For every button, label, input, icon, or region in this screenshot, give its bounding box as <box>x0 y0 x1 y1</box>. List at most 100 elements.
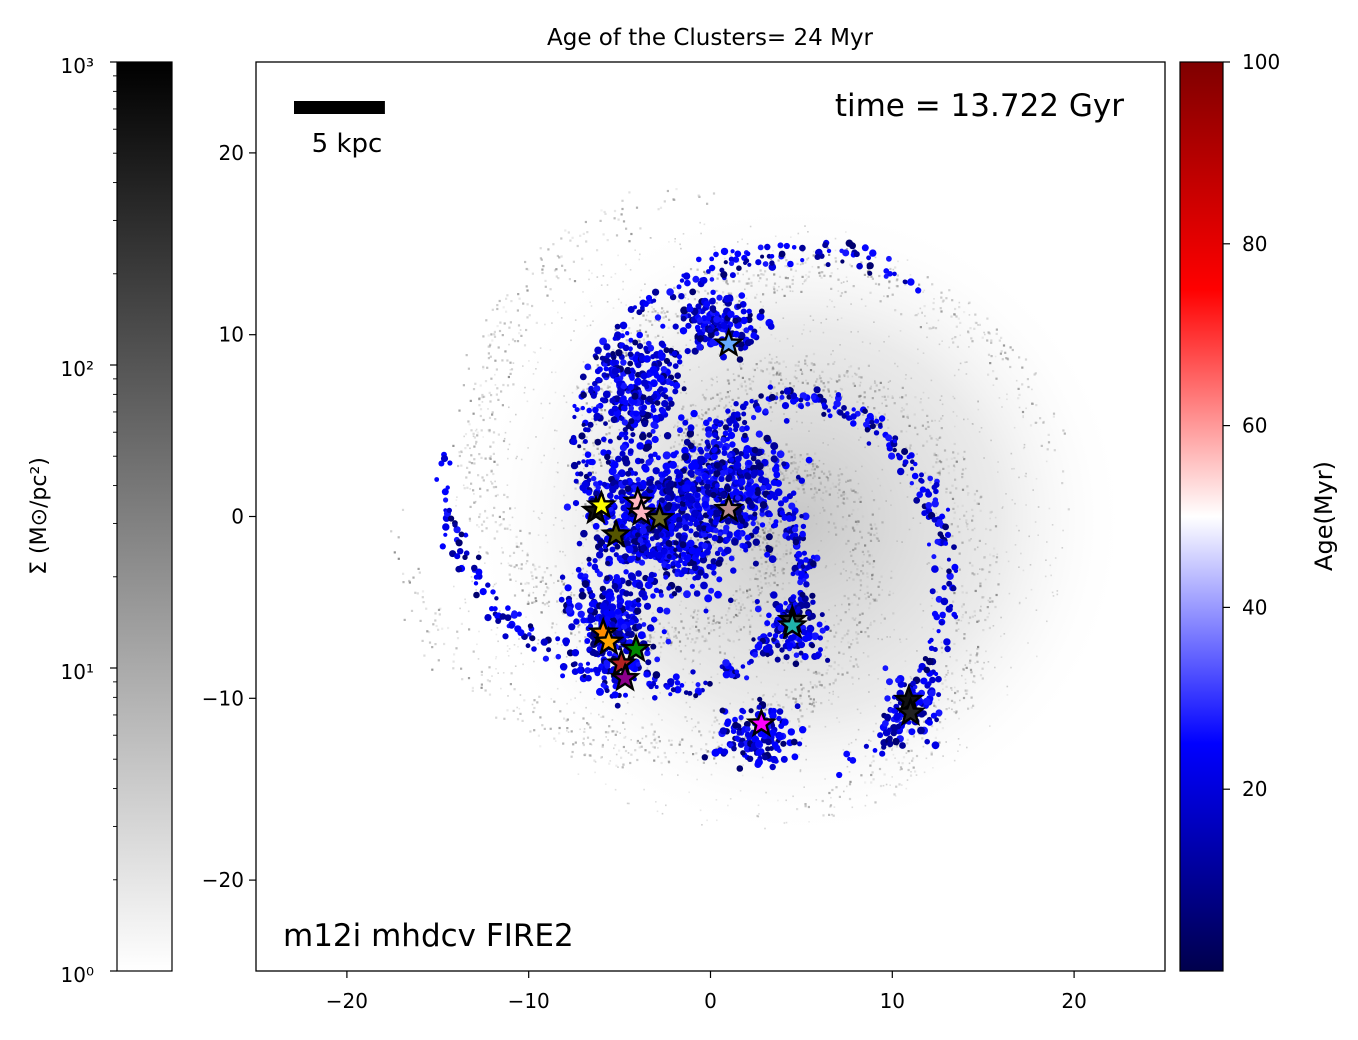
gas-particle <box>829 377 832 379</box>
gas-particle <box>984 543 987 545</box>
gas-particle <box>653 759 656 762</box>
gas-particle <box>739 585 742 588</box>
gas-particle <box>630 753 633 756</box>
gas-particle <box>471 689 474 692</box>
gas-particle <box>801 275 804 278</box>
gas-particle <box>715 302 718 305</box>
gas-particle <box>575 387 578 391</box>
gas-particle <box>697 194 700 197</box>
gas-particle <box>600 716 602 718</box>
gas-particle <box>932 465 935 468</box>
gas-particle <box>728 415 731 418</box>
gas-particle <box>489 343 492 346</box>
gas-particle <box>856 633 859 636</box>
gas-particle <box>869 623 872 626</box>
gas-particle <box>733 599 736 602</box>
gas-particle <box>698 454 701 457</box>
gas-particle <box>874 416 877 419</box>
gas-particle <box>844 492 847 495</box>
gas-particle <box>1022 447 1025 450</box>
gas-particle <box>507 562 510 565</box>
gas-particle <box>871 277 874 280</box>
gas-particle <box>809 683 812 685</box>
gas-particle <box>981 336 984 339</box>
gas-particle <box>694 640 697 644</box>
gas-particle <box>983 556 986 559</box>
gas-particle <box>472 412 475 415</box>
gas-particle <box>871 573 874 576</box>
gas-particle <box>549 288 552 291</box>
gas-particle <box>600 413 603 416</box>
gas-particle <box>1036 421 1039 424</box>
gas-particle <box>987 373 990 376</box>
gas-particle <box>705 639 708 642</box>
gas-particle <box>686 311 689 314</box>
gas-particle <box>715 405 718 408</box>
gas-particle <box>874 390 877 393</box>
gas-particle <box>958 531 961 534</box>
gas-particle <box>827 381 830 384</box>
gas-particle <box>989 564 992 567</box>
gas-particle <box>850 303 852 305</box>
gas-particle <box>955 460 958 463</box>
gas-particle <box>641 726 644 729</box>
gas-particle <box>962 667 965 671</box>
gas-particle <box>617 766 619 768</box>
gas-particle <box>1008 592 1011 595</box>
gas-particle <box>862 572 865 575</box>
gas-particle <box>812 477 814 480</box>
gas-particle <box>705 743 708 746</box>
gas-particle <box>959 362 962 365</box>
gas-particle <box>685 633 688 636</box>
gas-particle <box>922 391 925 394</box>
gas-particle <box>889 590 891 593</box>
gas-particle <box>832 814 835 817</box>
gas-particle <box>986 317 989 320</box>
gas-particle <box>908 528 911 531</box>
gas-particle <box>926 336 928 339</box>
gas-particle <box>831 813 833 816</box>
gas-particle <box>811 459 814 462</box>
gas-particle <box>676 331 680 335</box>
gas-particle <box>490 333 493 336</box>
gas-particle <box>796 262 799 265</box>
gas-particle <box>566 718 569 721</box>
gas-particle <box>762 537 765 540</box>
gas-particle <box>773 287 776 290</box>
gas-particle <box>1009 365 1012 369</box>
gas-particle <box>806 708 808 710</box>
gas-particle <box>713 407 716 410</box>
gas-particle <box>1017 397 1020 400</box>
gas-particle <box>659 636 663 639</box>
gas-particle <box>883 395 886 398</box>
gas-particle <box>800 715 803 718</box>
gas-particle <box>976 648 978 650</box>
gas-particle <box>963 450 966 453</box>
gas-particle <box>737 388 739 390</box>
gas-particle <box>834 563 837 566</box>
gas-particle <box>878 274 881 278</box>
gas-particle <box>509 529 512 531</box>
gas-particle <box>838 478 841 481</box>
gas-particle <box>846 765 849 768</box>
gas-particle <box>764 602 767 605</box>
gas-particle <box>785 285 788 288</box>
gas-particle <box>482 335 485 338</box>
gas-particle <box>828 692 831 694</box>
young-star-particle <box>707 533 713 539</box>
gas-particle <box>758 280 760 283</box>
gas-particle <box>948 289 951 292</box>
gas-particle <box>767 468 770 472</box>
gas-particle <box>726 282 729 286</box>
gas-particle <box>989 553 992 556</box>
gas-particle <box>559 550 561 553</box>
gas-particle <box>815 491 818 494</box>
gas-particle <box>718 682 721 684</box>
gas-particle <box>1023 446 1026 449</box>
gas-particle <box>464 433 468 436</box>
gas-particle <box>579 234 582 237</box>
gas-particle <box>585 436 588 439</box>
gas-particle <box>942 299 945 302</box>
gas-particle <box>582 545 584 547</box>
gas-particle <box>897 260 899 263</box>
